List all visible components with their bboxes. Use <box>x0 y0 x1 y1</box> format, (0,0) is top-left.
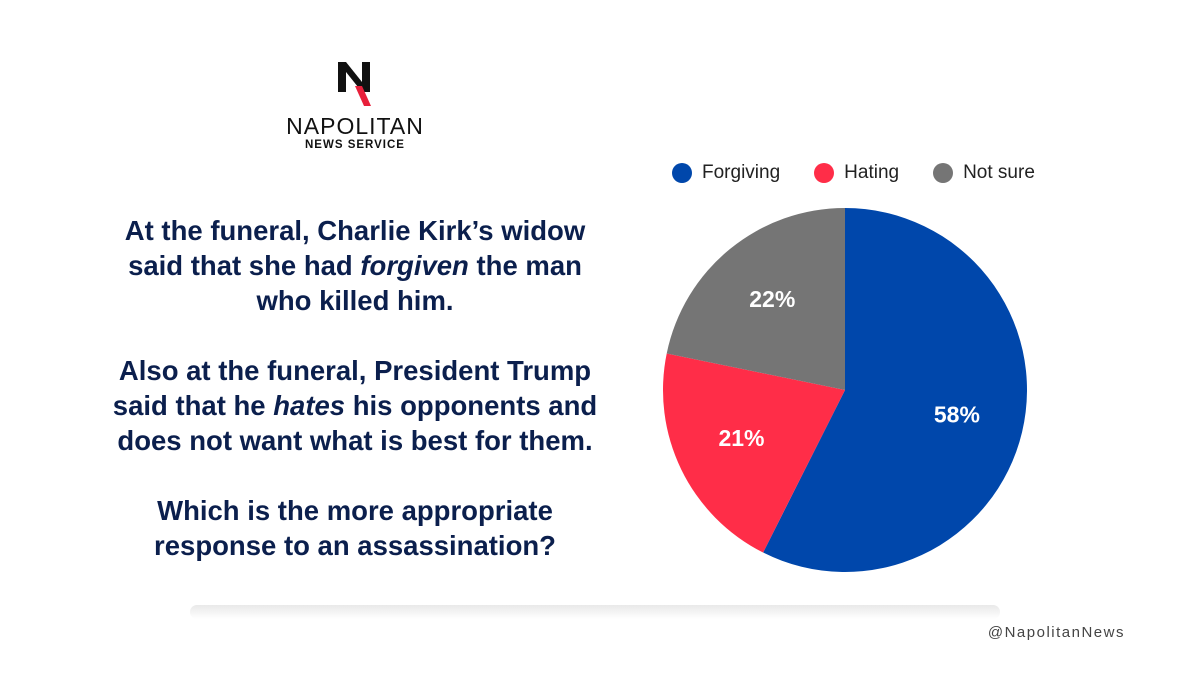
legend-label-hating: Hating <box>844 162 900 183</box>
legend-swatch-hating <box>814 163 835 183</box>
emphasis-forgiven: forgiven <box>360 250 469 281</box>
legend-item-forgiving: Forgiving <box>672 162 780 184</box>
question-paragraph-1: At the funeral, Charlie Kirk’s widow sai… <box>124 215 586 316</box>
pie-slice-forgiving <box>763 208 1027 572</box>
logo-subtitle: NEWS SERVICE <box>305 139 405 151</box>
emphasis-hates: hates <box>273 390 346 421</box>
data-label-hating: 21% <box>718 425 764 451</box>
social-handle: @NapolitanNews <box>987 624 1125 641</box>
question-text: At the funeral, Charlie Kirk’s widow sai… <box>100 213 610 563</box>
napolitan-logo: NAPOLITAN NEWS SERVICE <box>270 58 440 158</box>
legend-swatch-not-sure <box>933 163 954 183</box>
legend-item-not-sure: Not sure <box>933 162 1035 184</box>
data-label-not-sure: 22% <box>749 286 795 312</box>
legend-label-forgiving: Forgiving <box>702 162 781 183</box>
question-paragraph-2: Also at the funeral, President Trump sai… <box>112 355 598 456</box>
napolitan-n-logo-icon <box>338 62 371 106</box>
pie-slice-not-sure <box>666 208 845 390</box>
question-paragraph-3: Which is the more appropriate response t… <box>154 495 556 561</box>
pie-slice-hating <box>663 353 845 553</box>
pie-chart: 58% 21% 22% <box>663 208 1027 572</box>
legend-swatch-forgiving <box>672 163 692 183</box>
logo-name: NAPOLITAN <box>286 113 424 139</box>
chart-legend: Forgiving Hating Not sure <box>672 158 1035 188</box>
data-label-forgiving: 58% <box>934 402 980 428</box>
legend-label-not-sure: Not sure <box>963 162 1035 183</box>
shadow-divider <box>190 605 1000 619</box>
legend-item-hating: Hating <box>814 162 899 184</box>
